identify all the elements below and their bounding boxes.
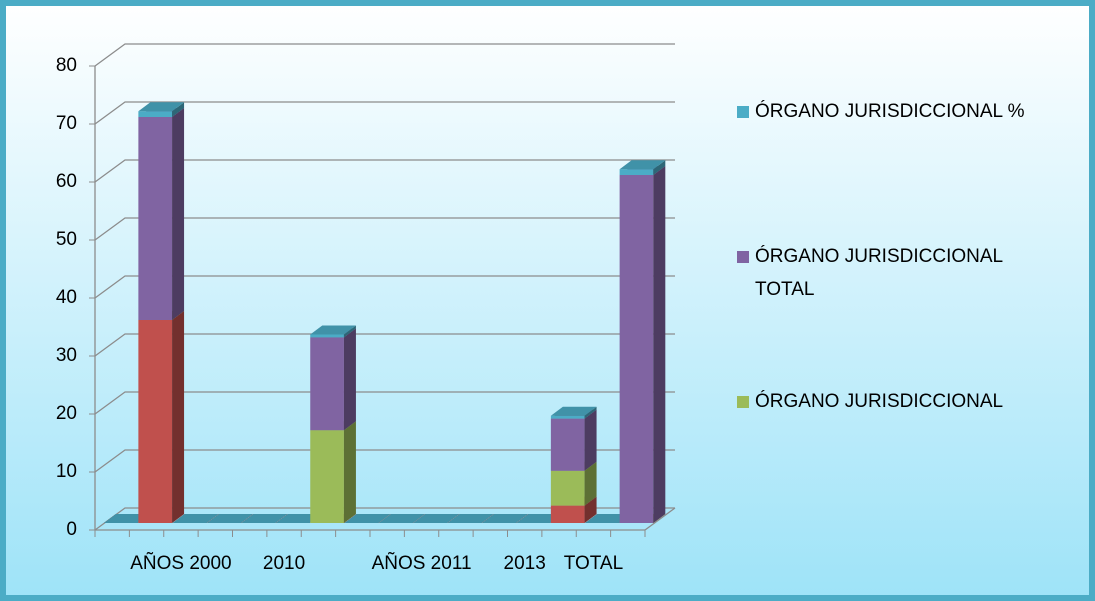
bar-front — [550, 505, 585, 523]
bar-side — [172, 102, 185, 117]
bar — [619, 166, 666, 523]
bar — [138, 108, 185, 320]
bar — [619, 160, 666, 175]
bar-side — [172, 311, 185, 523]
y-tick-label: 30 — [56, 345, 77, 366]
y-tick-label: 50 — [56, 229, 77, 250]
bar-side — [653, 166, 666, 523]
bar-front — [550, 415, 585, 419]
bar-top — [619, 160, 666, 170]
bar-top — [310, 325, 356, 335]
bar-top — [344, 514, 391, 523]
x-tick-label: 2010 — [263, 553, 305, 574]
bar-front — [310, 337, 344, 431]
grid-line — [94, 449, 675, 473]
bar-front — [550, 418, 585, 471]
bar-top — [172, 514, 219, 523]
bar-top — [516, 514, 563, 523]
plot: 0 10 20 30 40 50 60 70 80 AÑOS 2000 2010 AÑOS 2011 2… — [56, 43, 676, 574]
y-tick-label: 60 — [56, 171, 77, 192]
y-tick-label: 40 — [56, 287, 77, 308]
grid-line — [94, 159, 675, 183]
grid-line — [94, 217, 675, 241]
bar-top — [275, 514, 322, 523]
legend-label: ÓRGANO JURISDICCIONAL — [755, 390, 1003, 412]
legend-swatch — [737, 396, 749, 408]
bar-top — [379, 514, 425, 523]
bar-side — [584, 461, 597, 506]
legend: ÓRGANO JURISDICCIONAL % ÓRGANO JURISDICCI… — [737, 100, 1025, 412]
bar — [482, 514, 528, 523]
bar — [207, 514, 253, 523]
y-tick-label: 80 — [56, 55, 77, 76]
y-tick-label: 70 — [56, 113, 77, 134]
bar-front — [310, 430, 344, 523]
bar — [550, 406, 597, 419]
bar-front — [550, 470, 585, 506]
bar-top — [104, 514, 150, 523]
bar-top — [413, 514, 460, 523]
bar-side — [172, 108, 185, 320]
x-tick-label: AÑOS 2000 — [130, 552, 231, 574]
bar-side — [343, 328, 356, 431]
bar-front — [138, 111, 173, 117]
bar — [516, 514, 563, 523]
x-tick-label: TOTAL — [564, 553, 623, 574]
bar-side — [584, 406, 597, 419]
bar-side — [584, 496, 597, 523]
bar-front — [138, 117, 173, 320]
grid-line — [94, 43, 675, 67]
grid-line — [94, 101, 675, 125]
bar-front — [138, 320, 173, 523]
bar — [172, 514, 219, 523]
y-tick-label: 10 — [56, 461, 77, 482]
bar-front — [310, 334, 344, 338]
bar — [379, 514, 425, 523]
legend-swatch — [737, 251, 749, 263]
bar — [138, 102, 185, 117]
bar — [344, 514, 391, 523]
bar — [413, 514, 460, 523]
bar — [275, 514, 322, 523]
bar — [104, 514, 150, 523]
grid-line — [94, 275, 675, 299]
legend-swatch — [737, 106, 749, 118]
bar — [585, 514, 631, 523]
bar-top — [447, 514, 494, 523]
bar — [310, 328, 356, 431]
bar — [310, 325, 356, 338]
y-tick-label: 20 — [56, 403, 77, 424]
grid-line — [94, 391, 675, 415]
bar-top — [138, 102, 185, 112]
bar — [241, 514, 288, 523]
grid-line — [94, 333, 675, 357]
bar-top — [482, 514, 528, 523]
bar-side — [343, 421, 356, 523]
y-tick-label: 0 — [66, 519, 77, 540]
x-tick-label: 2013 — [504, 553, 546, 574]
bar-front — [619, 175, 654, 523]
bar-top — [550, 406, 597, 416]
bar-side — [343, 325, 356, 338]
bar-front — [619, 169, 654, 175]
bar-side — [653, 160, 666, 175]
legend-label: ÓRGANO JURISDICCIONAL % — [755, 100, 1025, 122]
bar — [447, 514, 494, 523]
bar-top — [207, 514, 253, 523]
bar-side — [584, 409, 597, 471]
bar — [310, 421, 356, 523]
bar-top — [585, 514, 631, 523]
bar — [138, 311, 185, 523]
x-tick-label: AÑOS 2011 — [372, 552, 472, 574]
bar — [550, 409, 597, 471]
floor-edge — [644, 507, 676, 531]
bar-top — [241, 514, 288, 523]
legend-label: ÓRGANO JURISDICCIONAL TOTAL — [755, 245, 1003, 300]
